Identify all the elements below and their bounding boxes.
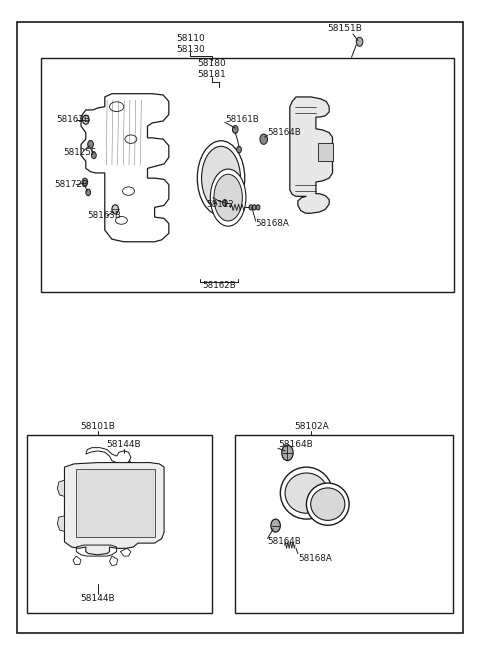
Bar: [318, 143, 333, 161]
Ellipse shape: [197, 141, 245, 215]
Ellipse shape: [202, 146, 240, 210]
Text: 58110
58130: 58110 58130: [176, 33, 204, 54]
Bar: [235, 435, 454, 613]
Text: 58172B: 58172B: [54, 180, 88, 189]
Ellipse shape: [306, 483, 349, 525]
Text: 58163B: 58163B: [87, 212, 121, 220]
Bar: [41, 58, 454, 291]
Ellipse shape: [116, 216, 127, 224]
Ellipse shape: [311, 488, 345, 520]
Text: 58144B: 58144B: [80, 595, 115, 603]
Circle shape: [260, 134, 267, 144]
Polygon shape: [57, 516, 64, 531]
Circle shape: [82, 178, 88, 186]
Polygon shape: [76, 469, 155, 536]
Text: 58163B: 58163B: [56, 115, 90, 124]
Text: 58168A: 58168A: [298, 553, 332, 563]
Circle shape: [92, 152, 96, 159]
Text: 58102A: 58102A: [294, 422, 328, 431]
Text: 58101B: 58101B: [80, 422, 115, 431]
Text: 58161B: 58161B: [225, 115, 259, 124]
Text: 58125F: 58125F: [63, 147, 96, 157]
Bar: [26, 435, 212, 613]
Text: 58162B: 58162B: [202, 281, 236, 290]
Circle shape: [237, 146, 241, 153]
Ellipse shape: [280, 467, 333, 519]
Ellipse shape: [109, 102, 124, 111]
Circle shape: [252, 205, 256, 210]
Circle shape: [232, 126, 238, 134]
Text: 58112: 58112: [206, 200, 234, 208]
Circle shape: [256, 205, 260, 210]
Circle shape: [271, 519, 280, 532]
Ellipse shape: [214, 174, 242, 221]
Ellipse shape: [210, 169, 246, 226]
Ellipse shape: [122, 187, 134, 195]
Polygon shape: [290, 97, 333, 213]
Ellipse shape: [285, 473, 328, 514]
Ellipse shape: [125, 135, 137, 143]
Text: 58164B: 58164B: [267, 128, 301, 137]
Text: 58180
58181: 58180 58181: [197, 59, 226, 79]
Text: 58168A: 58168A: [256, 219, 289, 228]
Circle shape: [83, 115, 89, 124]
Circle shape: [356, 37, 363, 47]
Circle shape: [249, 205, 253, 210]
Polygon shape: [64, 462, 164, 555]
Text: 58164B: 58164B: [278, 440, 312, 449]
Text: 58164B: 58164B: [267, 537, 301, 546]
Text: 58144B: 58144B: [107, 440, 141, 449]
Text: 58151B: 58151B: [327, 24, 362, 33]
Circle shape: [112, 205, 119, 214]
Circle shape: [86, 189, 91, 196]
Circle shape: [88, 140, 94, 148]
Circle shape: [222, 200, 227, 206]
Polygon shape: [57, 480, 64, 496]
Circle shape: [282, 445, 293, 460]
